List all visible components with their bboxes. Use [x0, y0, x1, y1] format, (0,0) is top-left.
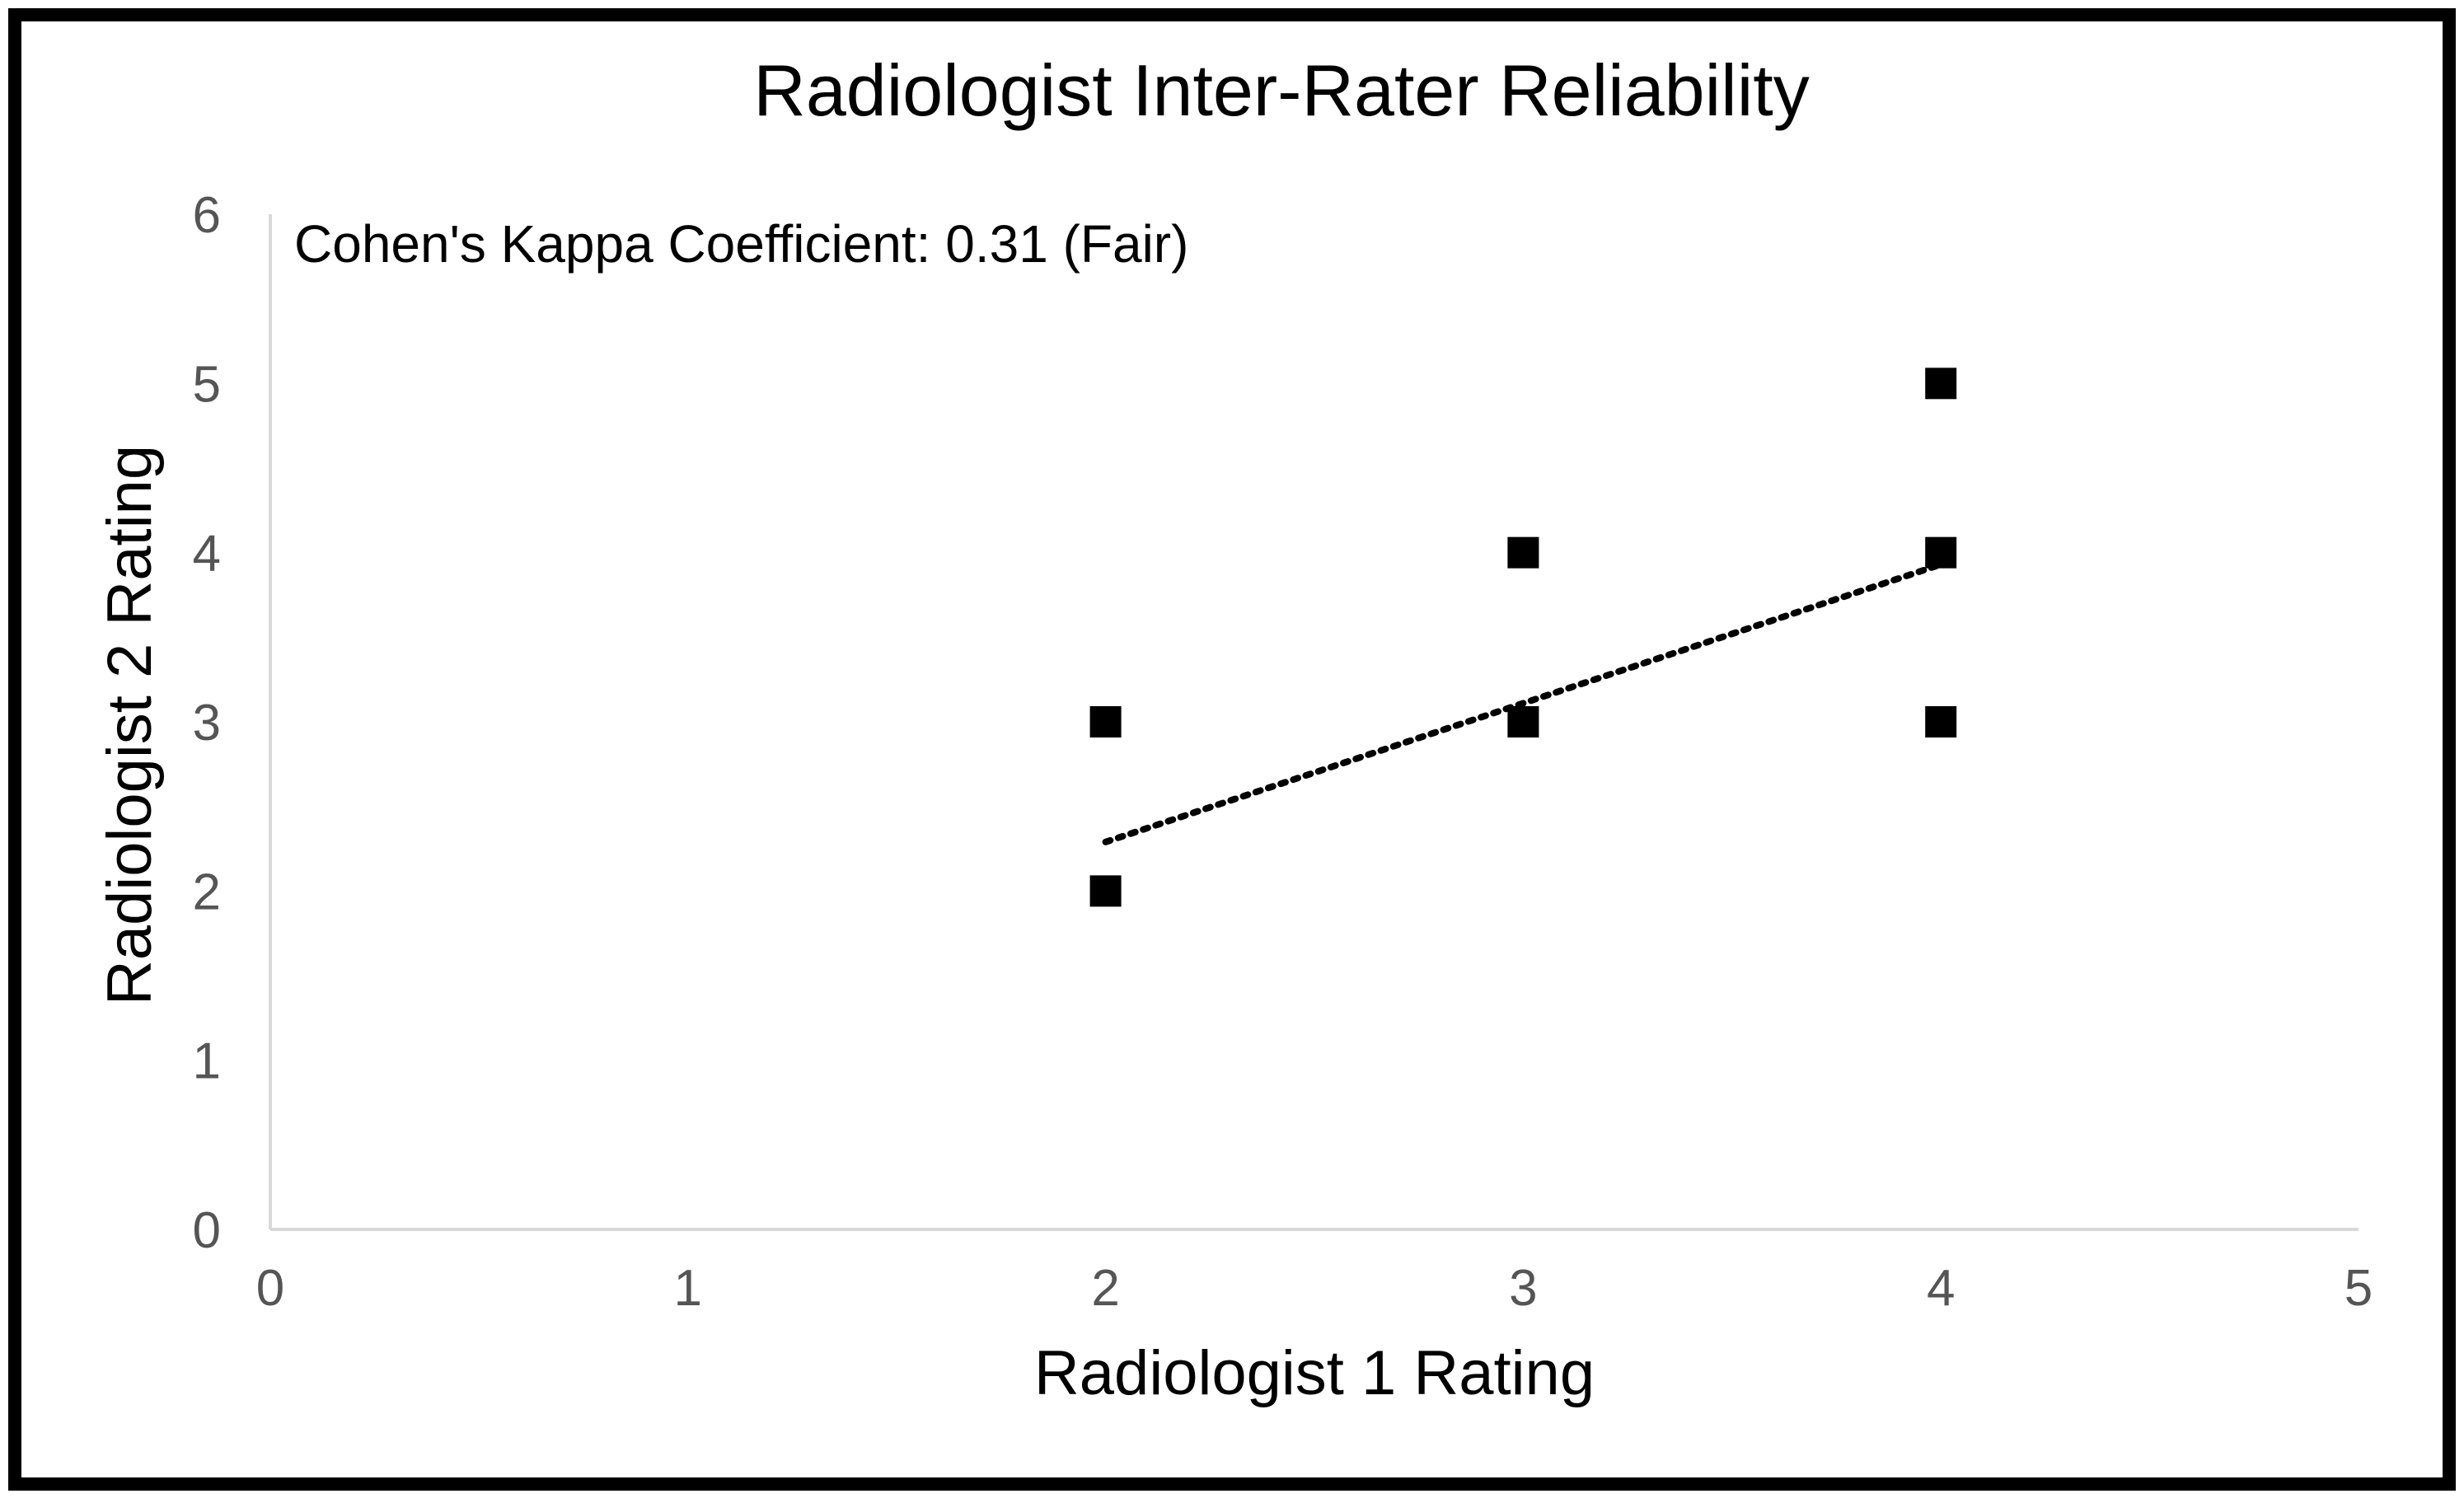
data-point — [1925, 706, 1957, 737]
y-tick-label: 2 — [193, 864, 221, 920]
y-tick-label: 6 — [193, 187, 221, 244]
x-axis-label: Radiologist 1 Rating — [1034, 1338, 1595, 1408]
x-tick-label: 4 — [1927, 1260, 1955, 1317]
chart-border — [8, 8, 2456, 1491]
x-tick-label: 0 — [256, 1260, 284, 1317]
trendline — [1102, 561, 1945, 845]
data-point — [1925, 368, 1957, 400]
data-point — [1507, 536, 1539, 569]
data-point — [1925, 536, 1957, 569]
data-points — [1089, 368, 1957, 907]
data-point — [1507, 706, 1539, 737]
y-tick-labels: 0 1 2 3 4 5 6 — [193, 187, 221, 1259]
y-tick-label: 1 — [193, 1033, 221, 1090]
x-tick-label: 5 — [2345, 1260, 2373, 1317]
y-tick-label: 4 — [193, 526, 221, 583]
trendline-group — [1102, 561, 1945, 845]
x-tick-labels: 0 1 2 3 4 5 — [256, 1260, 2373, 1317]
x-tick-label: 3 — [1509, 1260, 1537, 1317]
kappa-annotation: Cohen's Kappa Coefficient: 0.31 (Fair) — [294, 214, 1188, 274]
data-point — [1089, 706, 1122, 737]
y-axis-label: Radiologist 2 Rating — [95, 445, 165, 1005]
chart-title: Radiologist Inter-Rater Reliability — [753, 49, 1809, 131]
x-tick-label: 2 — [1091, 1260, 1119, 1317]
y-tick-label: 3 — [193, 695, 221, 752]
x-tick-label: 1 — [674, 1260, 702, 1317]
axes — [269, 214, 2359, 1231]
y-tick-label: 0 — [193, 1202, 221, 1259]
y-tick-label: 5 — [193, 356, 221, 413]
data-point — [1089, 875, 1122, 907]
